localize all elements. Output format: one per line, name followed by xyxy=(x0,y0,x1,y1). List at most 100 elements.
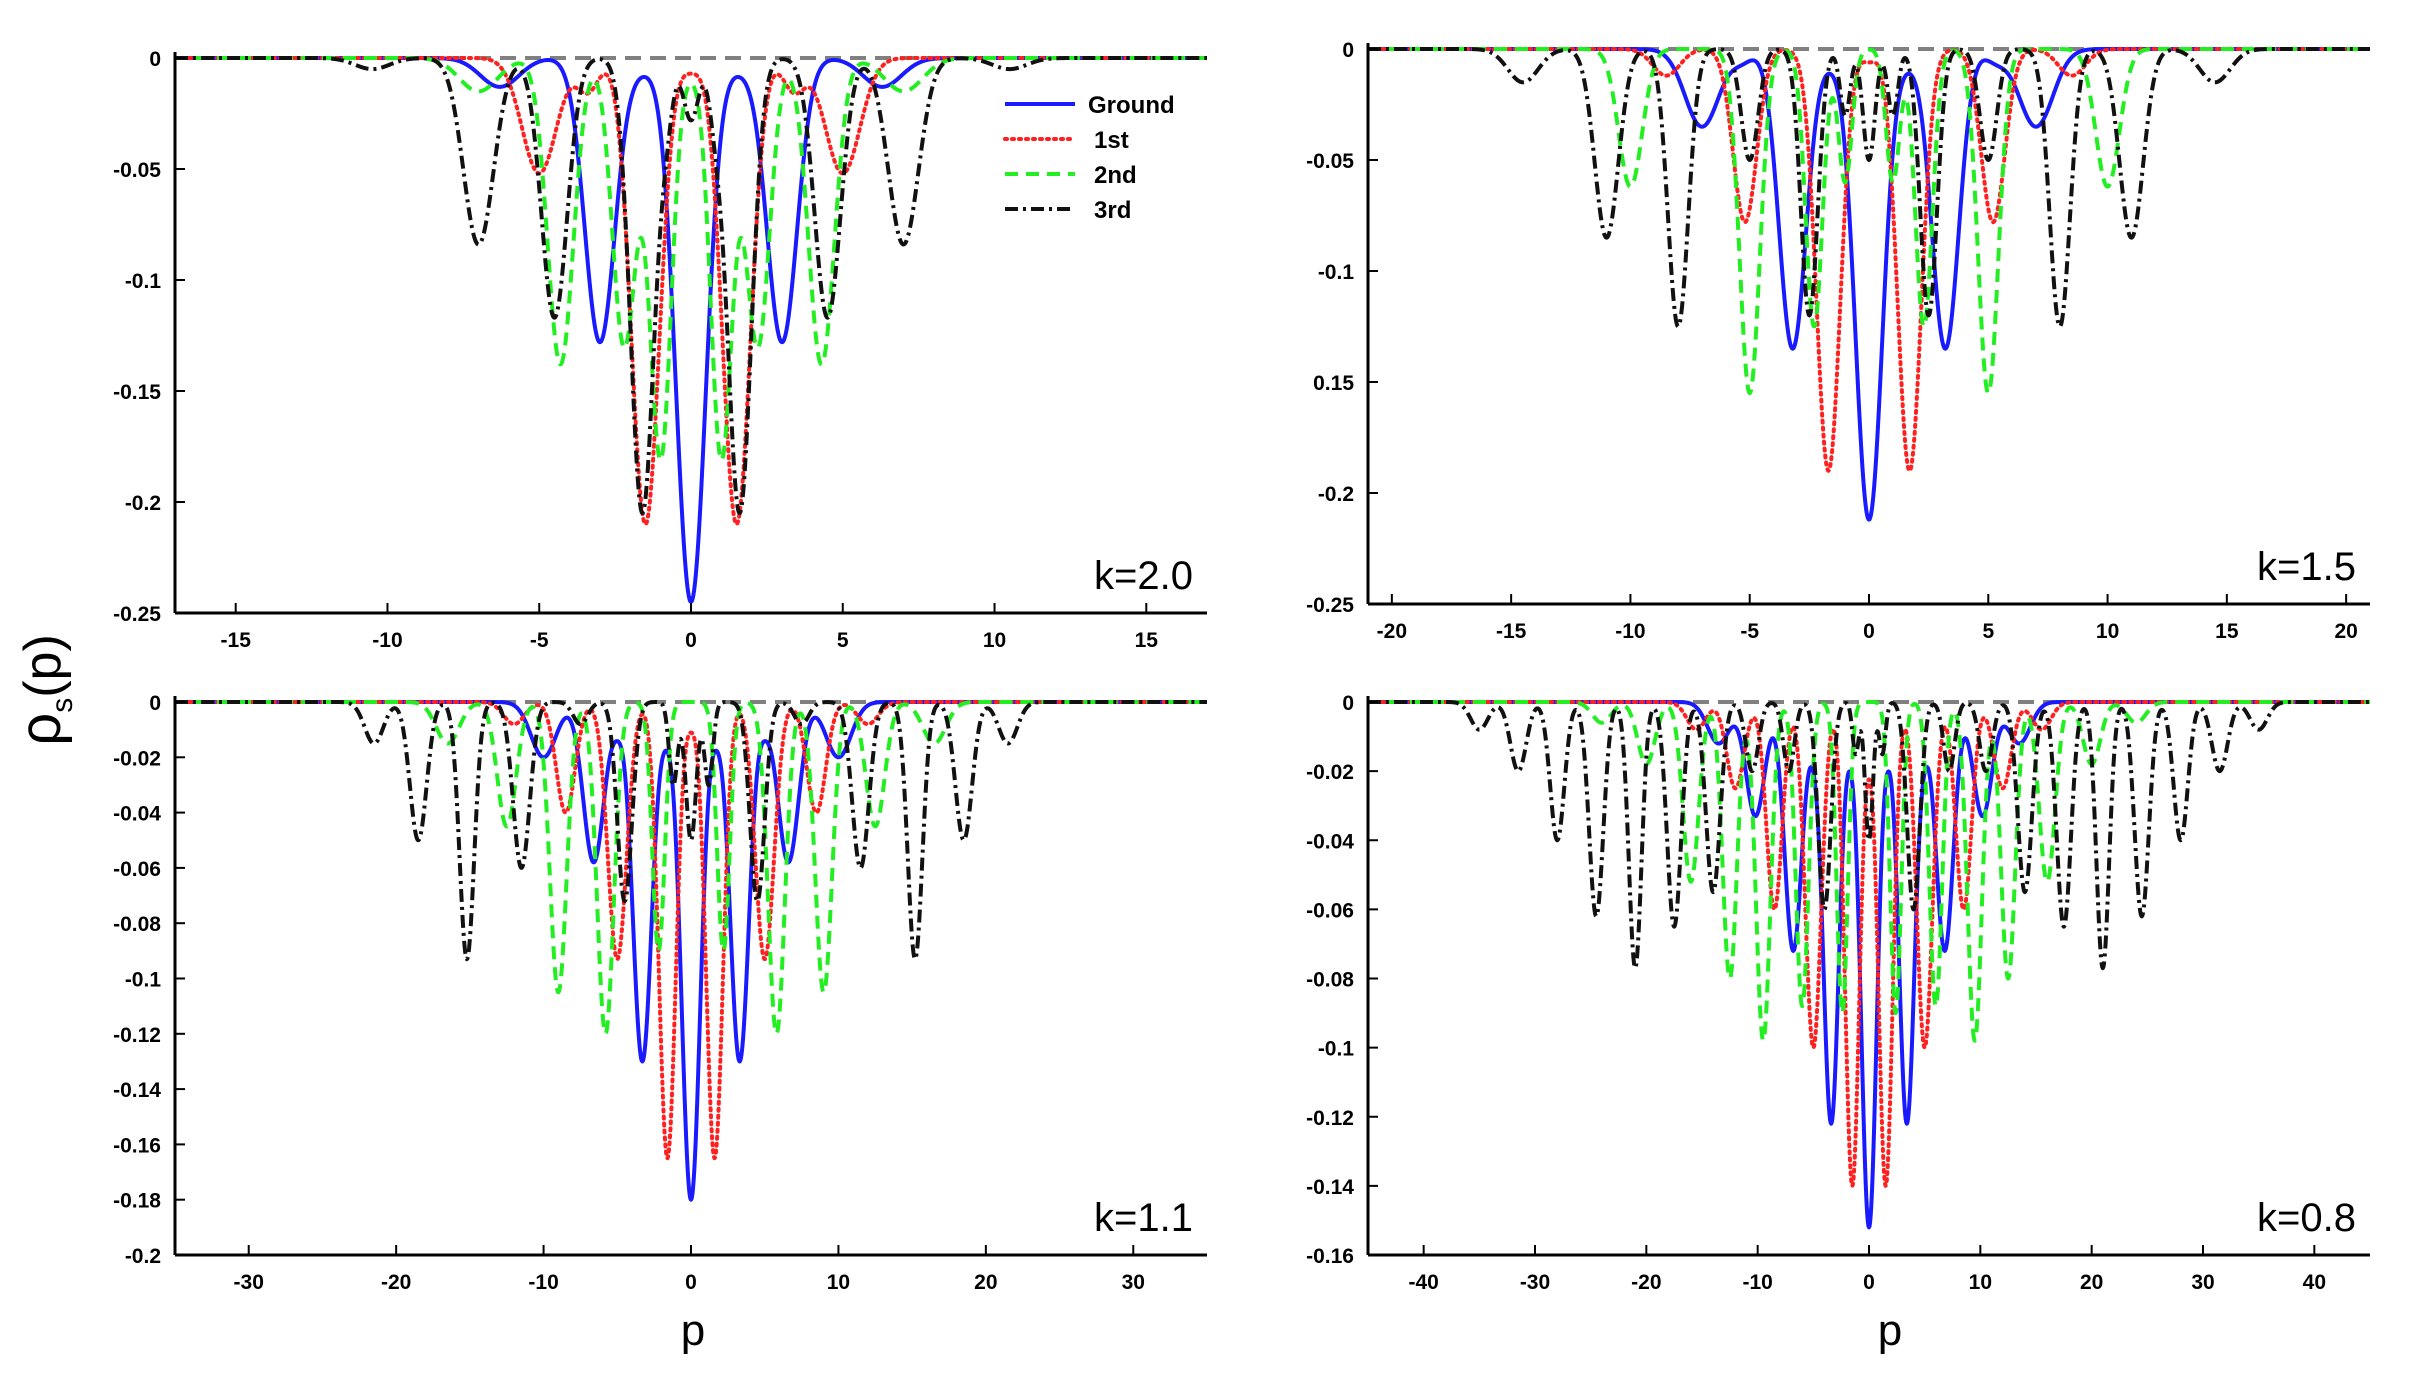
series-group xyxy=(1368,47,2370,522)
x-tick-label: 10 xyxy=(2096,620,2119,643)
series-ground-line xyxy=(1368,47,2370,522)
legend-label-3rd: 3rd xyxy=(1094,197,1131,224)
x-tick-label: 0 xyxy=(685,1271,697,1294)
series-ground-line xyxy=(175,700,1207,1202)
x-tick-label: -30 xyxy=(1520,1271,1550,1294)
x-tick-label: -10 xyxy=(1615,620,1645,643)
panel-label: k=2.0 xyxy=(1094,554,1193,598)
legend-entry-1st: 1st xyxy=(1003,127,1129,154)
x-tick-label: 15 xyxy=(1135,629,1159,652)
y-tick-label: 0 xyxy=(149,48,161,71)
series-2nd-line xyxy=(175,700,1207,1036)
panel-label: k=1.1 xyxy=(1094,1196,1193,1240)
series-3rd-line xyxy=(1368,47,2370,329)
y-tick-label: -0.1 xyxy=(1318,1038,1355,1061)
y-tick-label: -0.02 xyxy=(1306,761,1354,784)
x-tick-label: -10 xyxy=(528,1271,558,1294)
legend-label-ground: Ground xyxy=(1088,92,1175,119)
y-tick-label: -0.18 xyxy=(113,1190,161,1213)
y-tick-label: -0.02 xyxy=(113,747,161,770)
x-tick-label: -20 xyxy=(1631,1271,1661,1294)
legend: Ground 1st 2nd 3rd xyxy=(1003,92,1175,224)
y-tick-label: -0.25 xyxy=(113,603,161,626)
panels: 0-0.05-0.1-0.15-0.2-0.25-15 -10 -5 0 5 10 15k=… xyxy=(113,39,2370,1294)
panel-2: 0 -0.02 -0.04 -0.06 -0.08 -0.1 -0.12 -0.14 -0.16… xyxy=(113,692,1207,1294)
y-tick-label: -0.16 xyxy=(1306,1245,1354,1268)
y-tick-label: -0.04 xyxy=(113,803,161,826)
y-tick-label: -0.1 xyxy=(125,270,162,293)
panel-0: 0 -0.05 -0.1 -0.15 -0.2 -0.25 -15 -10 -5 0 5 10 15 k=… xyxy=(113,48,1207,652)
x-tick-label: 10 xyxy=(827,1271,850,1294)
x-tick-label: 0 xyxy=(1863,1271,1875,1294)
x-tick-label: 30 xyxy=(1122,1271,1145,1294)
series-1st-line xyxy=(175,700,1207,1161)
y-tick-label: -0.1 xyxy=(1318,261,1355,284)
x-tick-label: -5 xyxy=(1740,620,1759,643)
series-3rd-line xyxy=(175,700,1207,962)
y-tick-label: -0.1 xyxy=(125,969,162,992)
x-tick-label: 15 xyxy=(2215,620,2239,643)
y-tick-label: -0.12 xyxy=(113,1024,161,1047)
series-group xyxy=(175,700,1207,1202)
y-tick-label: 0 xyxy=(1342,39,1354,62)
x-tick-label: -10 xyxy=(1742,1271,1772,1294)
x-tick-label: -5 xyxy=(530,629,549,652)
y-tick-label: -0.08 xyxy=(113,913,161,936)
y-tick-label: -0.05 xyxy=(1306,150,1354,173)
y-tick-label: -0.2 xyxy=(125,1245,161,1268)
series-1st-line xyxy=(175,56,1207,527)
y-tick-label: 0 xyxy=(149,692,161,715)
series-3rd-line xyxy=(175,56,1207,516)
x-tick-label: -15 xyxy=(221,629,252,652)
x-tick-label: 30 xyxy=(2191,1271,2214,1294)
y-tick-label: -0.25 xyxy=(1306,594,1354,617)
x-tick-label: 10 xyxy=(983,629,1006,652)
y-tick-label: -0.14 xyxy=(1306,1176,1354,1199)
panel-3: 0 -0.02 -0.04 -0.06 -0.08 -0.1 -0.12 -0.14 -0.16… xyxy=(1306,692,2370,1294)
series-group xyxy=(1368,700,2370,1230)
y-tick-label: -0.15 xyxy=(113,381,161,404)
svg-text:ρs(p): ρs(p) xyxy=(8,634,79,746)
y-tick-label: -0.12 xyxy=(1306,1107,1354,1130)
y-tick-label: -0.08 xyxy=(1306,969,1354,992)
y-tick-label: -0.06 xyxy=(1306,899,1354,922)
y-tick-label: -0.05 xyxy=(113,159,161,182)
series-1st-line xyxy=(1368,47,2370,473)
x-axis-title-right: p xyxy=(1878,1306,1902,1355)
y-axis-title: ρs(p) xyxy=(8,634,79,746)
x-tick-label: -15 xyxy=(1496,620,1527,643)
panel-label: k=1.5 xyxy=(2257,545,2356,589)
series-3rd-line xyxy=(1368,700,2370,971)
y-tick-label: -0.04 xyxy=(1306,830,1354,853)
y-axis-title-sub: s xyxy=(46,698,79,713)
x-tick-label: 20 xyxy=(2080,1271,2103,1294)
series-group xyxy=(175,56,1207,604)
x-axis-title-left: p xyxy=(681,1306,705,1355)
x-tick-label: 0 xyxy=(1863,620,1875,643)
y-tick-label: -0.2 xyxy=(125,492,161,515)
x-tick-label: 5 xyxy=(1982,620,1994,643)
series-2nd-line xyxy=(175,56,1207,463)
x-tick-label: -20 xyxy=(1377,620,1407,643)
x-tick-label: -20 xyxy=(381,1271,411,1294)
y-tick-label: -0.06 xyxy=(113,858,161,881)
legend-label-2nd: 2nd xyxy=(1094,162,1137,189)
x-tick-label: 20 xyxy=(2334,620,2357,643)
legend-entry-ground: Ground xyxy=(1005,92,1175,119)
series-2nd-line xyxy=(1368,47,2370,396)
y-tick-label: 0 xyxy=(1342,692,1354,715)
series-2nd-line xyxy=(1368,700,2370,1043)
x-tick-label: -40 xyxy=(1408,1271,1438,1294)
y-axis-title-main: ρ xyxy=(8,713,73,746)
x-tick-label: 40 xyxy=(2303,1271,2326,1294)
legend-entry-3rd: 3rd xyxy=(1005,197,1131,224)
legend-entry-2nd: 2nd xyxy=(1005,162,1137,189)
x-tick-label: -30 xyxy=(234,1271,264,1294)
y-tick-label: -0.2 xyxy=(1318,483,1354,506)
y-axis-title-tail: (p) xyxy=(14,634,72,698)
panel-1: 0 -0.05 -0.1 0.15 -0.2 -0.25 -20 -15 -10 -5 0 5 10 15… xyxy=(1306,39,2370,643)
x-tick-label: 0 xyxy=(685,629,697,652)
x-tick-label: 5 xyxy=(837,629,849,652)
x-tick-label: -10 xyxy=(372,629,402,652)
y-tick-label: -0.16 xyxy=(113,1134,161,1157)
